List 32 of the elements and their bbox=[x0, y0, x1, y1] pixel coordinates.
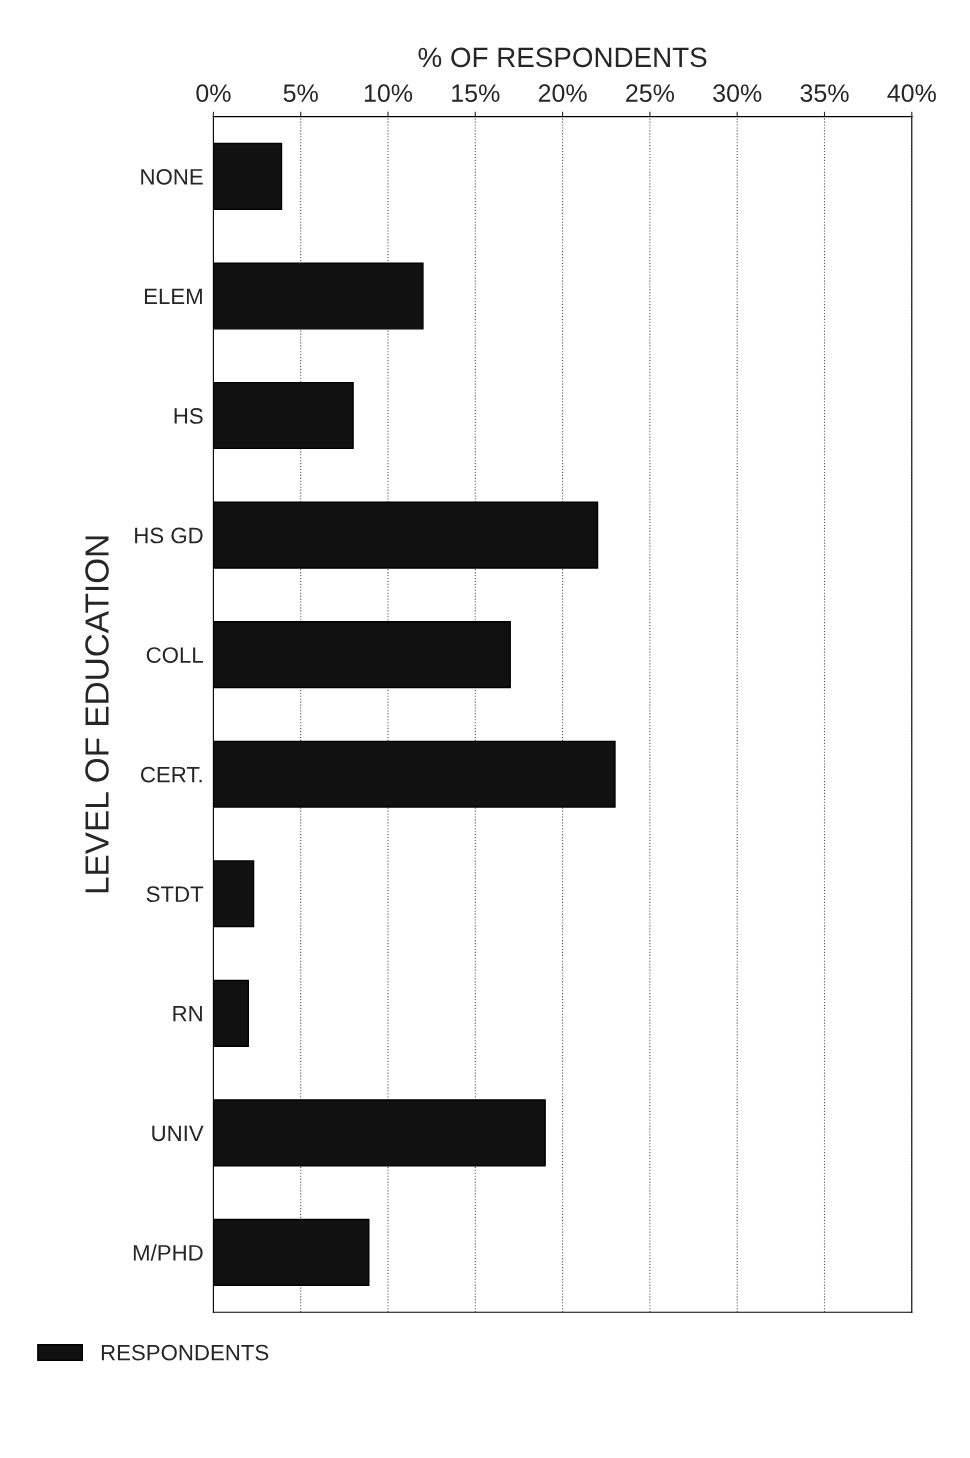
x-tick-label: 20% bbox=[538, 84, 587, 102]
bar bbox=[213, 1218, 370, 1286]
bar bbox=[213, 740, 616, 808]
x-axis-title: % OF RESPONDENTS bbox=[418, 47, 707, 68]
bar bbox=[213, 979, 250, 1047]
y-tick-label: RN bbox=[173, 1006, 202, 1022]
y-tick-label: CERT. bbox=[141, 766, 202, 783]
y-tick-label: HS GD bbox=[135, 527, 203, 544]
bar bbox=[213, 381, 354, 450]
y-tick-label: NONE bbox=[141, 168, 203, 185]
x-tick-label: 10% bbox=[364, 84, 413, 102]
bar bbox=[213, 860, 255, 928]
x-tick-label: 30% bbox=[713, 84, 762, 102]
y-tick-label: HS bbox=[174, 408, 203, 424]
y-tick-label: COLL bbox=[146, 647, 203, 663]
x-tick-label: 40% bbox=[887, 84, 936, 102]
y-axis-title: LEVEL OF EDUCATION bbox=[85, 536, 109, 893]
legend-label: RESPONDENTS bbox=[101, 1344, 269, 1361]
y-tick-label: UNIV bbox=[152, 1125, 204, 1142]
x-tick-label: 35% bbox=[800, 84, 849, 102]
x-tick-label: 5% bbox=[283, 84, 318, 102]
bar bbox=[213, 262, 424, 330]
x-tick-label: 25% bbox=[626, 84, 675, 102]
bar bbox=[213, 1099, 546, 1167]
x-tick-label: 15% bbox=[452, 84, 500, 102]
y-tick-label: M/PHD bbox=[133, 1244, 203, 1261]
bar bbox=[213, 501, 599, 569]
bar bbox=[213, 142, 283, 210]
x-tick-label: 0% bbox=[196, 84, 231, 102]
y-tick-label: STDT bbox=[146, 886, 204, 903]
bar bbox=[213, 621, 511, 689]
y-tick-label: ELEM bbox=[144, 288, 202, 305]
